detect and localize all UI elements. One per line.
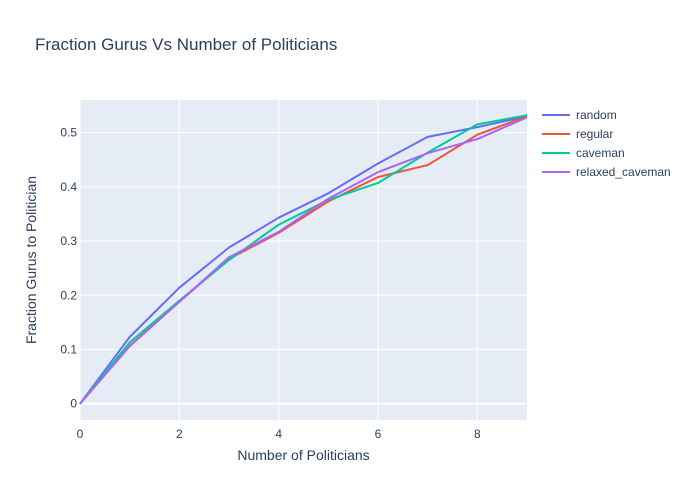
x-tick-label: 4 [275,427,282,441]
y-tick-label: 0 [70,397,77,411]
y-tick-label: 0.5 [60,126,77,140]
y-axis-title: Fraction Gurus to Politician [23,176,39,344]
legend: random regular caveman relaxed_caveman [542,108,671,179]
series-line-relaxed_caveman [79,116,528,405]
x-tick-label: 6 [375,427,382,441]
y-tick-label: 0.3 [60,234,77,248]
chart-title: Fraction Gurus Vs Number of Politicians [35,35,337,54]
legend-item-random: random [576,108,617,122]
x-axis-title: Number of Politicians [237,447,369,463]
x-tick-label: 2 [176,427,183,441]
series-lines [79,114,528,405]
gridlines [79,100,527,420]
x-tick-label: 8 [474,427,481,441]
y-tick-label: 0.2 [60,288,77,302]
legend-item-regular: regular [576,127,613,141]
x-tick-label: 0 [77,427,84,441]
axis-ticks: 0 2 4 6 8 0 0.1 0.2 0.3 0.4 0.5 [60,126,481,441]
y-tick-label: 0.4 [60,180,77,194]
plot-area [80,100,527,420]
y-tick-label: 0.1 [60,342,77,356]
legend-item-caveman: caveman [576,146,625,160]
series-line-random [79,115,528,405]
legend-item-relaxed_caveman: relaxed_caveman [576,165,671,179]
series-line-caveman [79,114,528,405]
